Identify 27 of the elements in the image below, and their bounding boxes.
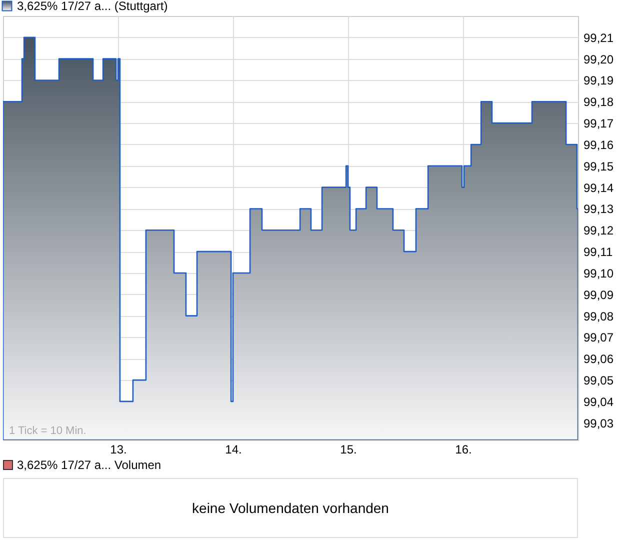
y-tick-label: 99,15 <box>584 159 614 174</box>
x-tick-label: 16. <box>455 442 472 456</box>
x-tick-label: 15. <box>340 442 357 456</box>
text: 3,625% 17/27 a... Volumen <box>16 458 162 472</box>
y-tick-label: 99,20 <box>584 52 614 66</box>
y-tick-label: 99,06 <box>584 352 614 366</box>
y-tick-label: 99,03 <box>584 416 614 430</box>
legend-label: 3,625% 17/27 a... (Stuttgart) <box>17 0 168 13</box>
text: keine Volumendaten vorhanden <box>3 478 578 538</box>
y-tick-label: 99,07 <box>584 330 614 345</box>
y-tick-label: 99,16 <box>584 138 614 152</box>
x-tick-label: 13. <box>110 442 127 456</box>
y-tick-label: 99,18 <box>584 95 614 110</box>
y-tick-label: 99,17 <box>584 116 614 131</box>
y-tick-label: 99,12 <box>584 224 614 238</box>
y-tick-label: 99,13 <box>584 202 614 216</box>
x-tick-label: 14. <box>225 442 242 456</box>
y-tick-label: 99,04 <box>584 394 614 409</box>
y-tick-label: 99,08 <box>584 309 614 324</box>
y-tick-label: 99,09 <box>584 288 614 302</box>
y-tick-label: 99,21 <box>584 30 614 45</box>
y-tick-label: 99,05 <box>584 374 614 388</box>
y-tick-label: 99,10 <box>584 266 614 280</box>
annotation: 1 Tick = 10 Min. <box>9 425 86 437</box>
y-tick-label: 99,14 <box>584 180 614 195</box>
y-tick-label: 99,11 <box>584 245 613 260</box>
y-tick-label: 99,19 <box>584 74 614 88</box>
